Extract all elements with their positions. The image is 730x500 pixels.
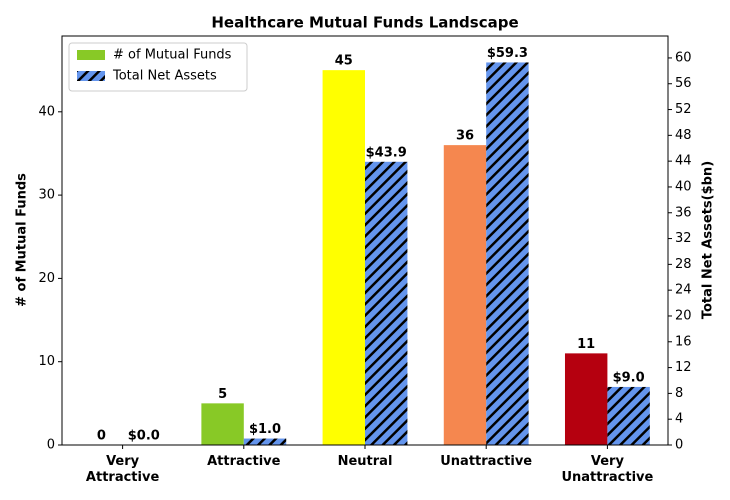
y2-tick-label: 36 <box>675 205 692 220</box>
chart-title: Healthcare Mutual Funds Landscape <box>211 14 518 32</box>
value-label: 5 <box>218 387 227 402</box>
y2-tick-label: 48 <box>675 128 692 143</box>
legend: # of Mutual Funds Total Net Assets <box>68 42 248 92</box>
bar <box>564 353 608 445</box>
y-tick-label: 30 <box>38 188 55 203</box>
y2-tick-label: 12 <box>675 360 692 375</box>
plot-frame <box>61 35 669 446</box>
y-axis-label: # of Mutual Funds <box>15 173 30 307</box>
y2-tick-label: 56 <box>675 76 692 91</box>
value-label: 11 <box>577 337 595 352</box>
y2-tick-label: 0 <box>675 438 683 453</box>
bar <box>365 161 408 446</box>
bar <box>243 438 287 445</box>
value-label: $0.0 <box>128 429 160 444</box>
legend-label: Total Net Assets <box>112 69 217 84</box>
legend-frame <box>68 42 248 92</box>
y-tick-label: 40 <box>38 104 55 119</box>
y2-tick-label: 8 <box>675 386 683 401</box>
y2-tick-label: 4 <box>675 412 683 427</box>
y2-tick-label: 24 <box>675 283 692 298</box>
legend-swatch <box>77 71 105 81</box>
value-label: 0 <box>97 429 106 444</box>
value-label: $1.0 <box>249 422 281 437</box>
x-tick-label: Attractive <box>207 454 281 469</box>
bar <box>486 62 529 446</box>
legend-swatch <box>77 50 105 60</box>
x-tick-label: Neutral <box>337 454 393 469</box>
y-tick-label: 20 <box>38 271 55 286</box>
bar <box>322 70 365 446</box>
bar <box>607 386 650 445</box>
y-tick-label: 10 <box>38 354 55 369</box>
bar <box>201 403 244 445</box>
x-tick-label: Very Unattractive <box>561 454 654 485</box>
y2-tick-label: 52 <box>675 102 692 117</box>
y2-tick-label: 44 <box>675 154 692 169</box>
x-tick-label: Very Attractive <box>85 454 160 485</box>
y2-tick-label: 40 <box>675 179 692 194</box>
y2-tick-label: 60 <box>675 50 692 65</box>
y2-tick-label: 28 <box>675 257 692 272</box>
value-label: 45 <box>335 54 353 69</box>
value-label: 36 <box>456 129 474 144</box>
y2-tick-label: 16 <box>675 334 692 349</box>
x-tick-label: Unattractive <box>440 454 533 469</box>
bar <box>443 145 487 445</box>
y2-tick-label: 32 <box>675 231 692 246</box>
y2-axis-label: Total Net Assets($bn) <box>701 161 716 319</box>
y2-tick-label: 20 <box>675 308 692 323</box>
value-label: $43.9 <box>366 145 407 160</box>
legend-label: # of Mutual Funds <box>113 48 232 63</box>
value-label: $9.0 <box>613 370 645 385</box>
y-tick-label: 0 <box>47 438 55 453</box>
value-label: $59.3 <box>487 46 528 61</box>
